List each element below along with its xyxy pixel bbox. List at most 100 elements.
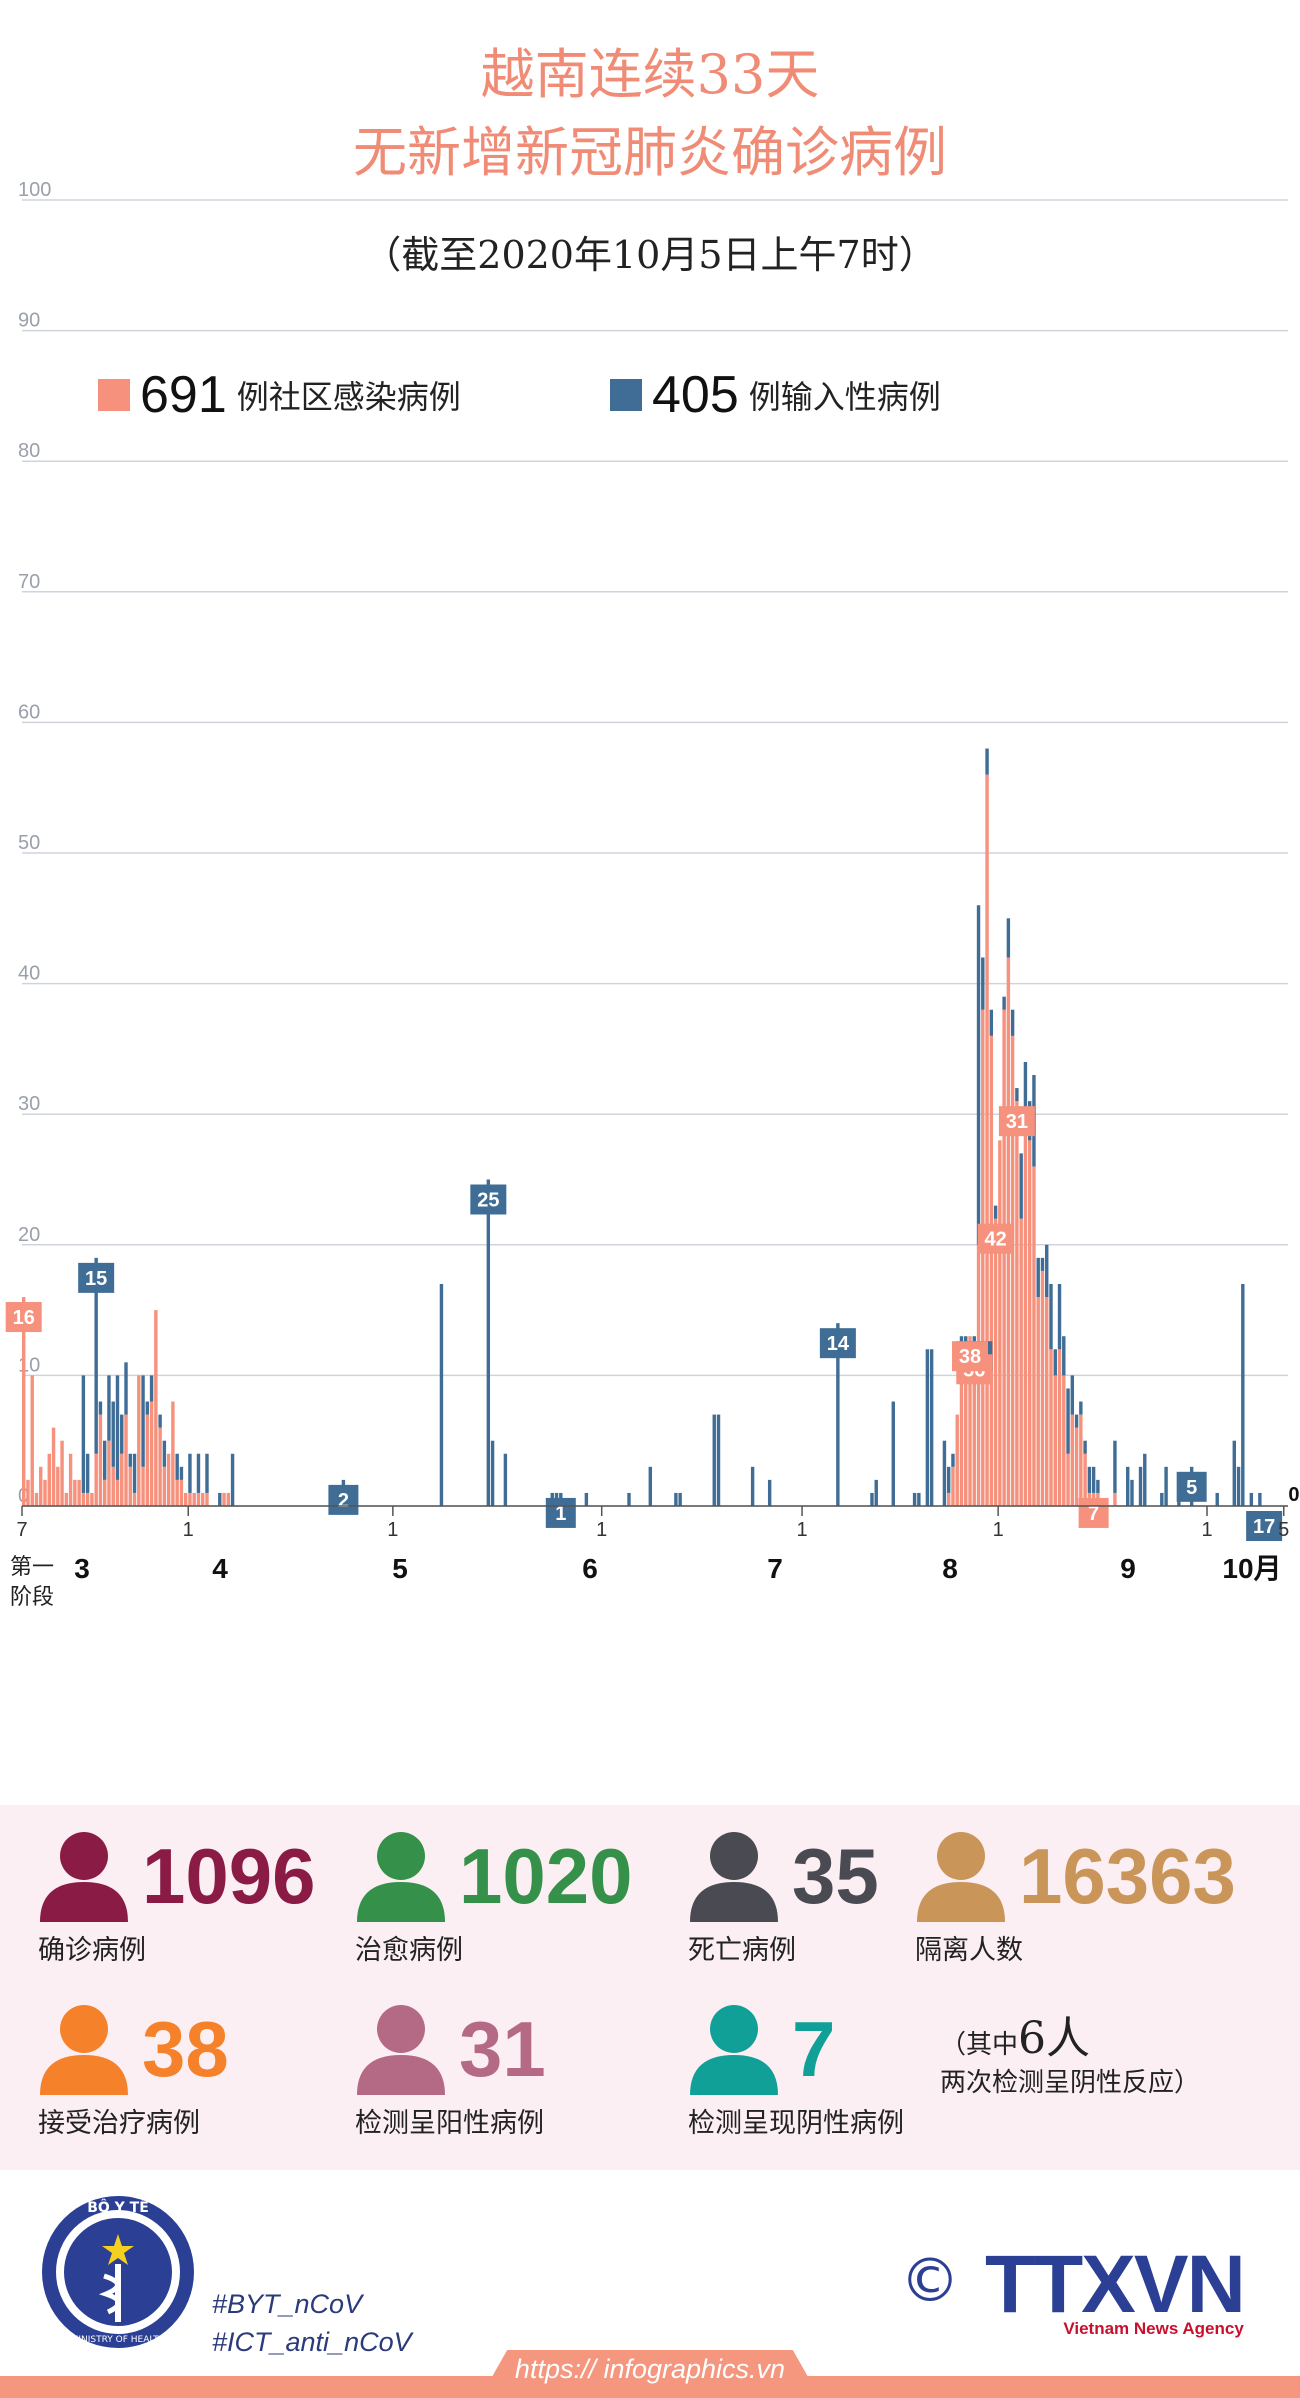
bar-chart: 0102030405060708090100 16152251142656384… [5,180,1300,1610]
bar-community [111,1466,115,1506]
bar-imported [627,1492,631,1506]
stat-recovered: 1020 治愈病例 [355,1830,633,1967]
bar-imported [1019,1153,1023,1219]
bar-community [124,1414,128,1506]
bar-community [98,1414,103,1506]
y-tick-label: 70 [18,571,40,593]
bar-imported [98,1401,103,1415]
bar-imported [158,1414,162,1428]
x-month-label: 9 [1120,1553,1136,1584]
bar-imported [1062,1336,1066,1376]
bar-community [68,1453,73,1506]
bar-imported [951,1453,955,1467]
bar-imported [1232,1440,1236,1506]
bar-imported [205,1453,209,1493]
bar-value-label: 17 [1253,1516,1275,1538]
bar-community [141,1466,145,1506]
bar-community [993,1218,998,1506]
bar-community [149,1401,154,1506]
bar-community [1070,1414,1075,1506]
bar-imported [94,1257,98,1454]
bar-imported [1070,1375,1075,1415]
bar-imported [1006,918,1011,958]
bar-community [1023,1114,1028,1506]
bar-community [115,1479,120,1506]
hashtag-byt: #BYT_nCoV [212,2289,363,2319]
bar-imported [85,1453,90,1493]
stat-value: 7 [792,2004,836,2093]
hashtags: #BYT_nCoV #ICT_anti_nCoV [212,2285,412,2361]
bar-community [1049,1349,1053,1506]
bar-imported [981,957,985,1010]
bar-imported [767,1479,772,1506]
bar-imported [196,1453,201,1493]
bar-imported [1138,1466,1143,1506]
negative-note: （其中6人 两次检测呈阴性反应） [940,2017,1200,2102]
x-tick-label: 1 [796,1519,807,1541]
bar-community [959,1362,964,1506]
bar-community [175,1479,179,1506]
bar-imported [1015,1088,1019,1102]
bar-imported [1040,1257,1045,1271]
x-month-label: 5 [392,1553,408,1584]
bar-imported [128,1453,132,1467]
bar-community [1019,1218,1023,1506]
stat-value: 35 [792,1831,879,1920]
bar-imported [81,1375,86,1493]
bar-value-badge [977,1223,1014,1254]
bar-imported [1045,1244,1049,1298]
bar-community [51,1427,56,1506]
bar-community [989,1035,994,1506]
bar-value-badge [545,1497,576,1528]
legend-imported-count: 405 [652,366,739,424]
bar-imported [1113,1440,1117,1493]
x-tick-label: 1 [1201,1519,1212,1541]
stat-label: 隔离人数 [915,1935,1023,1966]
bar-value-badge [819,1328,856,1359]
bar-imported [891,1401,895,1506]
bar-value-label: 42 [984,1229,1006,1251]
title-line-1: 越南连续33天 [480,43,820,106]
bar-imported [1036,1257,1040,1298]
bar-community [137,1375,141,1506]
bar-community [94,1453,98,1506]
y-tick-label: 60 [18,701,40,723]
bar-imported [929,1349,934,1506]
y-tick-label: 100 [18,180,51,201]
note-open: （其中 [940,2030,1019,2060]
x-tick-label: 5 [1278,1519,1289,1541]
bar-community [188,1492,192,1506]
bar-community [1036,1297,1040,1506]
bar-community [1002,1009,1006,1506]
stat-deaths: 35 死亡病例 [688,1830,879,1967]
bar-value-label: 38 [959,1346,981,1368]
bar-community [968,1336,972,1506]
stat-value: 1096 [142,1831,316,1920]
chart-labels: 1615225114265638423175170 [5,1106,1300,1541]
x-tick-label: 1 [596,1519,607,1541]
stat-value: 1020 [459,1831,633,1920]
bar-community [158,1427,162,1506]
bar-imported [1164,1466,1168,1506]
bar-imported [750,1466,755,1506]
bar-imported [1258,1492,1262,1506]
bar-value-label: 16 [13,1307,35,1329]
bar-community [951,1466,955,1506]
y-tick-label: 40 [18,963,40,985]
bar-community [1074,1427,1079,1506]
website-link[interactable]: https:// infographics.vn [514,2354,786,2384]
bar-imported [162,1440,167,1467]
bar-community [154,1310,158,1506]
y-tick-label: 10 [18,1354,40,1376]
stat-positive: 31 检测呈阳性病例 [355,2003,546,2140]
bar-imported [1126,1466,1130,1506]
bar-imported [836,1323,840,1506]
bar-imported [874,1479,878,1506]
bar-imported [1083,1440,1087,1454]
bar-community [22,1297,26,1506]
stats-panel: 1096 确诊病例 1020 治愈病例 35 死亡病例 16363 隔离人数 3… [0,1805,1300,2170]
y-tick-label: 80 [18,440,40,462]
bar-community [1010,1035,1015,1506]
stat-label: 确诊病例 [38,1935,146,1966]
bar-imported [145,1401,150,1415]
